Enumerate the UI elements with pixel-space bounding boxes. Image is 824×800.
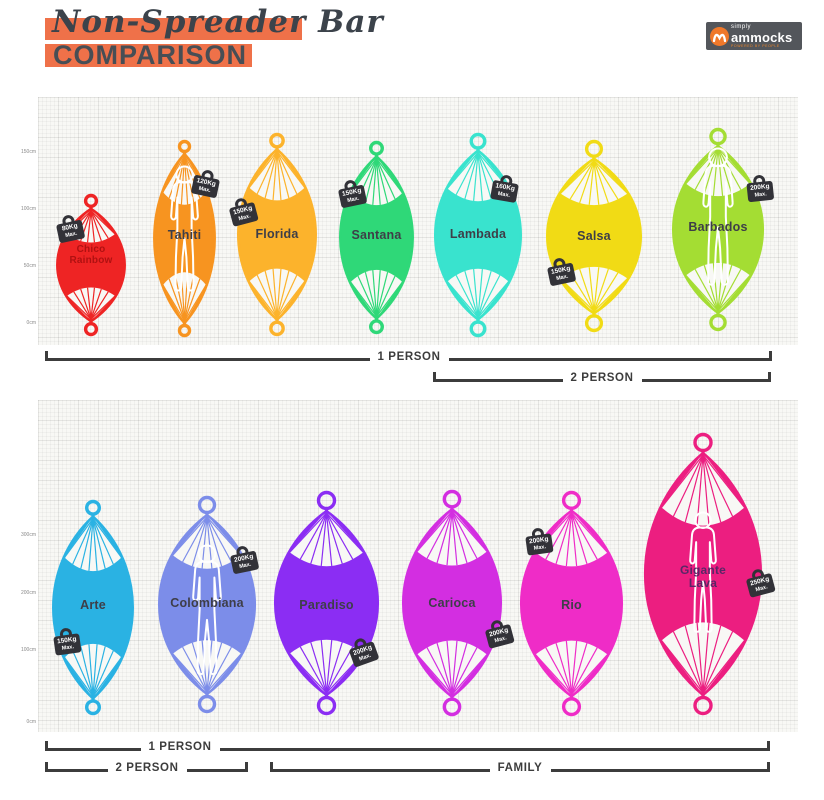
axis-tick-label: 50cm bbox=[23, 263, 36, 269]
hammock-name-label: Rio bbox=[561, 598, 582, 613]
max-weight-badge: 200Kg Max. bbox=[523, 526, 554, 557]
hammock-name-label: Chico Rainbow bbox=[69, 244, 113, 266]
axis-tick-label: 200cm bbox=[20, 590, 36, 596]
bracket-end-tick bbox=[767, 762, 770, 772]
bracket-1-person: 1 PERSON bbox=[45, 351, 772, 364]
max-weight-badge: 200Kg Max. bbox=[227, 543, 260, 575]
bracket-line bbox=[45, 769, 108, 772]
hammock-name-label: Santana bbox=[351, 228, 402, 243]
axis-tick-label: 100cm bbox=[20, 647, 36, 653]
hammock-name-label: Paradiso bbox=[299, 598, 354, 613]
hammock-name-label: Florida bbox=[255, 227, 299, 242]
hammock-name-label: Tahiti bbox=[167, 228, 202, 243]
axis-tick-label: 100cm bbox=[20, 206, 36, 212]
bracket-line bbox=[219, 748, 770, 751]
bracket-end-tick bbox=[45, 762, 48, 772]
bracket-end-tick bbox=[768, 372, 771, 382]
title-highlight-bar-top bbox=[45, 18, 302, 40]
bracket-end-tick bbox=[245, 762, 248, 772]
bracket-line bbox=[45, 358, 370, 361]
hammock-barbados bbox=[671, 127, 765, 337]
bracket-label: 2 PERSON bbox=[570, 372, 634, 384]
bracket-end-tick bbox=[769, 351, 772, 361]
bracket-line bbox=[270, 769, 490, 772]
hammock-logo-icon bbox=[710, 26, 729, 46]
logo-word-hammocks: ammocks bbox=[731, 29, 793, 45]
bracket-1-person: 1 PERSON bbox=[45, 741, 770, 754]
person-silhouette-icon bbox=[689, 511, 717, 633]
badge-body: 120Kg Max. bbox=[190, 174, 221, 199]
title-highlight-bar-bottom bbox=[45, 44, 252, 67]
bracket-2-person: 2 PERSON bbox=[433, 372, 771, 385]
max-weight-badge: 120Kg Max. bbox=[189, 167, 222, 199]
badge-body: 150Kg Max. bbox=[337, 184, 368, 209]
bracket-line bbox=[641, 379, 771, 382]
bracket-line bbox=[550, 769, 770, 772]
badge-body: 150Kg Max. bbox=[53, 633, 82, 656]
hammock-arte bbox=[51, 499, 135, 721]
hammock-florida bbox=[236, 132, 318, 342]
bracket-end-tick bbox=[767, 741, 770, 751]
title-script-line: Non-Spreader Bar bbox=[52, 4, 384, 40]
hammock-name-label: Carioca bbox=[428, 596, 476, 611]
max-weight-badge: 160Kg Max. bbox=[489, 173, 521, 204]
hammock-gigante-lava bbox=[643, 432, 763, 721]
bracket-label: 2 PERSON bbox=[115, 762, 179, 774]
badge-body: 150Kg Max. bbox=[546, 262, 577, 287]
bracket-line bbox=[186, 769, 248, 772]
hammock-name-label: Gigante Lava bbox=[679, 562, 727, 590]
hammock-tahiti bbox=[152, 139, 217, 343]
max-weight-badge: 200Kg Max. bbox=[745, 174, 776, 204]
badge-body: 200Kg Max. bbox=[746, 180, 775, 203]
logo-word-simply: simply bbox=[731, 23, 752, 30]
bracket-line bbox=[448, 358, 772, 361]
hammock-name-label: Lambada bbox=[449, 227, 507, 242]
max-weight-badge: 150Kg Max. bbox=[335, 177, 368, 209]
bracket-line bbox=[433, 379, 563, 382]
logo-tagline: POWERED BY PEOPLE bbox=[731, 43, 780, 48]
hammock-carioca bbox=[401, 489, 503, 722]
badge-body: 200Kg Max. bbox=[229, 550, 260, 575]
hammock-name-label: Arte bbox=[80, 598, 106, 613]
hammock-name-label: Salsa bbox=[577, 229, 611, 244]
axis-tick-label: 0cm bbox=[26, 320, 36, 326]
max-weight-badge: 150Kg Max. bbox=[544, 255, 577, 287]
badge-body: 160Kg Max. bbox=[490, 179, 519, 204]
person-silhouette-icon bbox=[192, 544, 222, 676]
hammock-name-label: Barbados bbox=[688, 220, 748, 235]
badge-body: 80Kg Max. bbox=[55, 219, 86, 244]
person-silhouette-icon bbox=[702, 147, 734, 286]
bracket-end-tick bbox=[45, 351, 48, 361]
simply-hammocks-logo: simply ammocks POWERED BY PEOPLE bbox=[706, 22, 802, 50]
bracket-label: 1 PERSON bbox=[148, 741, 212, 753]
bracket-2-person: 2 PERSON bbox=[45, 762, 248, 775]
bracket-label: FAMILY bbox=[497, 762, 543, 774]
bracket-label: 1 PERSON bbox=[377, 351, 441, 363]
bracket-end-tick bbox=[270, 762, 273, 772]
hammock-rio bbox=[519, 490, 624, 722]
bracket-end-tick bbox=[433, 372, 436, 382]
badge-body: 200Kg Max. bbox=[525, 533, 554, 556]
axis-tick-label: 0cm bbox=[26, 719, 36, 725]
axis-tick-label: 300cm bbox=[20, 532, 36, 538]
bracket-end-tick bbox=[45, 741, 48, 751]
bracket-family: FAMILY bbox=[270, 762, 770, 775]
page-title: COMPARISON bbox=[53, 40, 248, 70]
max-weight-badge: 80Kg Max. bbox=[53, 212, 86, 244]
person-silhouette-icon bbox=[170, 165, 199, 292]
axis-tick-label: 150cm bbox=[20, 149, 36, 155]
max-weight-badge: 150Kg Max. bbox=[51, 626, 82, 657]
hammock-name-label: Colombiana bbox=[170, 596, 244, 611]
bracket-line bbox=[45, 748, 141, 751]
